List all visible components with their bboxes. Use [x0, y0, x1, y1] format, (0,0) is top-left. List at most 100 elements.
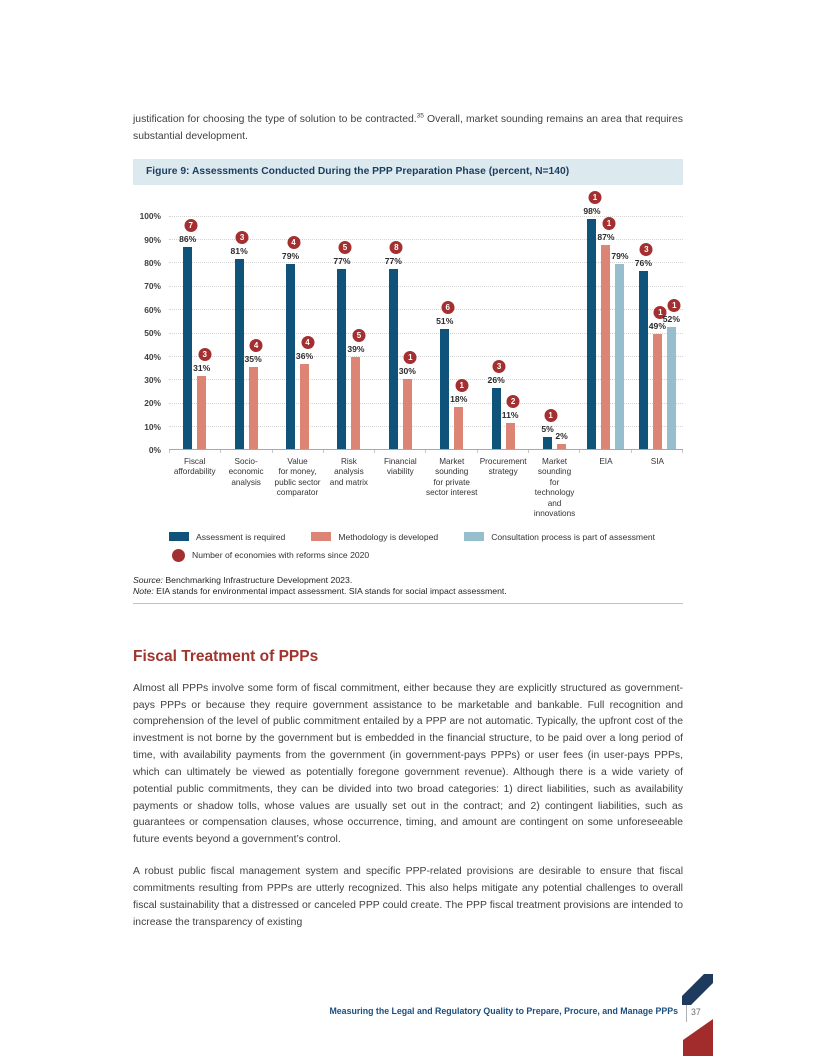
source-line: Source: Benchmarking Infrastructure Deve…	[133, 575, 683, 587]
bar-column: 26% 3	[488, 216, 506, 449]
red-circle-icon	[172, 548, 185, 562]
bar	[183, 247, 193, 449]
y-axis-tick-label: 50%	[144, 328, 161, 339]
reform-count-badge: 1	[588, 191, 602, 205]
reform-count-badge: 4	[249, 338, 263, 352]
gridline	[169, 285, 683, 287]
bar-column: 36% 4	[296, 216, 315, 449]
bar	[234, 259, 244, 449]
value-label: 98%	[583, 206, 601, 217]
value-label: 39%	[347, 344, 365, 355]
footer-decoration	[682, 974, 713, 1056]
category-label: SIA	[650, 456, 664, 466]
note-label: Note:	[133, 586, 154, 597]
reform-count-badge: 1	[653, 306, 667, 320]
y-axis-tick-label: 100%	[139, 211, 161, 222]
bar	[351, 357, 361, 449]
value-label: 49%	[648, 321, 666, 332]
legend-label: Methodology is developed	[338, 531, 439, 542]
category-label: Market sounding for technology and innov…	[533, 456, 576, 519]
gridline	[169, 356, 683, 358]
gridline	[169, 262, 683, 264]
bar	[388, 268, 398, 449]
value-label: 11%	[501, 409, 519, 420]
category-label: Financial viability	[383, 456, 417, 477]
bar	[557, 444, 567, 449]
bar-column: 51% 6	[436, 216, 455, 449]
x-axis-tick	[478, 449, 530, 453]
bar-group: 79% 4 36% 4	[272, 216, 323, 449]
bar-column: 79% 4	[282, 216, 301, 449]
bar	[286, 263, 296, 449]
value-label: 31%	[193, 363, 211, 374]
category-label: Risk analysis and matrix	[329, 456, 369, 487]
x-axis-tick	[273, 449, 324, 453]
bar-column: 49% 1	[649, 216, 667, 449]
gridline	[169, 309, 683, 311]
bar	[666, 327, 676, 449]
category-label: Value for money, public sector comparato…	[274, 456, 321, 498]
bar-column: 87% 1	[597, 216, 616, 449]
bar-group: 76% 3 49% 1 52% 1	[632, 216, 683, 449]
x-axis-tick	[426, 449, 478, 453]
bar-column: 81% 3	[231, 216, 249, 449]
bar	[197, 376, 207, 449]
reform-count-badge: 6	[441, 301, 455, 315]
legend-label: Assessment is required	[196, 531, 286, 542]
reform-count-badge: 8	[389, 240, 403, 254]
value-label: 36%	[295, 351, 314, 362]
gridline	[169, 402, 683, 404]
bar-column: 76% 3	[635, 216, 653, 449]
y-axis-tick-label: 40%	[144, 351, 161, 362]
legend-item-consultation: Consultation process is part of assessme…	[464, 532, 655, 542]
x-axis-tick	[170, 449, 222, 453]
value-label: 77%	[333, 255, 351, 266]
category-label: Socio- economic analysis	[228, 456, 264, 487]
fiscal-paragraph-1: Almost all PPPs involve some form of fis…	[133, 682, 683, 846]
bar-column: 31% 3	[193, 216, 212, 449]
legend-row-badge: Number of economies with reforms since 2…	[169, 548, 683, 562]
figure-9: Figure 9: Assessments Conducted During t…	[133, 158, 683, 604]
reform-count-badge: 5	[338, 240, 352, 254]
bar-column: 86% 7	[179, 216, 198, 449]
fiscal-paragraph-2: A robust public fiscal management system…	[133, 866, 683, 928]
salmon-swatch-icon	[311, 532, 332, 542]
legend-label: Number of economies with reforms since 2…	[192, 550, 370, 561]
intro-text-1: justification for choosing the type of s…	[133, 114, 417, 125]
bar-group: 77% 5 39% 5	[323, 216, 374, 449]
reform-count-badge: 4	[301, 336, 315, 350]
bar-column: 11% 2	[502, 216, 520, 449]
bar-chart: 100% 90% 80% 70% 60% 50% 40% 30% 20% 10% 0% 86% 7 31…	[133, 191, 683, 520]
value-label: 30%	[398, 365, 416, 376]
lightblue-swatch-icon	[464, 532, 485, 542]
value-label: 79%	[281, 250, 300, 261]
x-axis-tick	[632, 449, 683, 453]
value-label: 76%	[634, 257, 652, 268]
value-label: 2%	[555, 431, 568, 442]
bar	[337, 268, 347, 449]
gridline	[169, 426, 683, 428]
bar-column: 2%	[555, 216, 568, 449]
category-label: Fiscal affordability	[173, 456, 216, 477]
gridline	[169, 332, 683, 334]
value-label: 81%	[230, 246, 248, 257]
x-axis-ticks	[169, 449, 683, 453]
chart-legend: Assessment is required Methodology is de…	[169, 532, 683, 562]
value-label: 77%	[384, 255, 402, 266]
bar-group: 98% 1 87% 1 79%	[580, 191, 631, 449]
y-axis-tick-label: 80%	[144, 257, 161, 268]
gridline	[169, 215, 683, 217]
bar-column: 5% 1	[541, 216, 558, 449]
bar-column: 39% 5	[347, 216, 366, 449]
reform-count-badge: 1	[403, 350, 417, 364]
footer-separator	[686, 1000, 687, 1022]
y-axis-tick-label: 0%	[148, 445, 161, 456]
red-corner-icon	[683, 1019, 713, 1056]
value-label: 87%	[597, 232, 615, 243]
page-number: 37	[691, 1007, 701, 1017]
value-label: 79%	[611, 250, 629, 261]
bar	[615, 263, 625, 449]
x-axis-tick	[324, 449, 376, 453]
value-label: 86%	[179, 234, 197, 245]
